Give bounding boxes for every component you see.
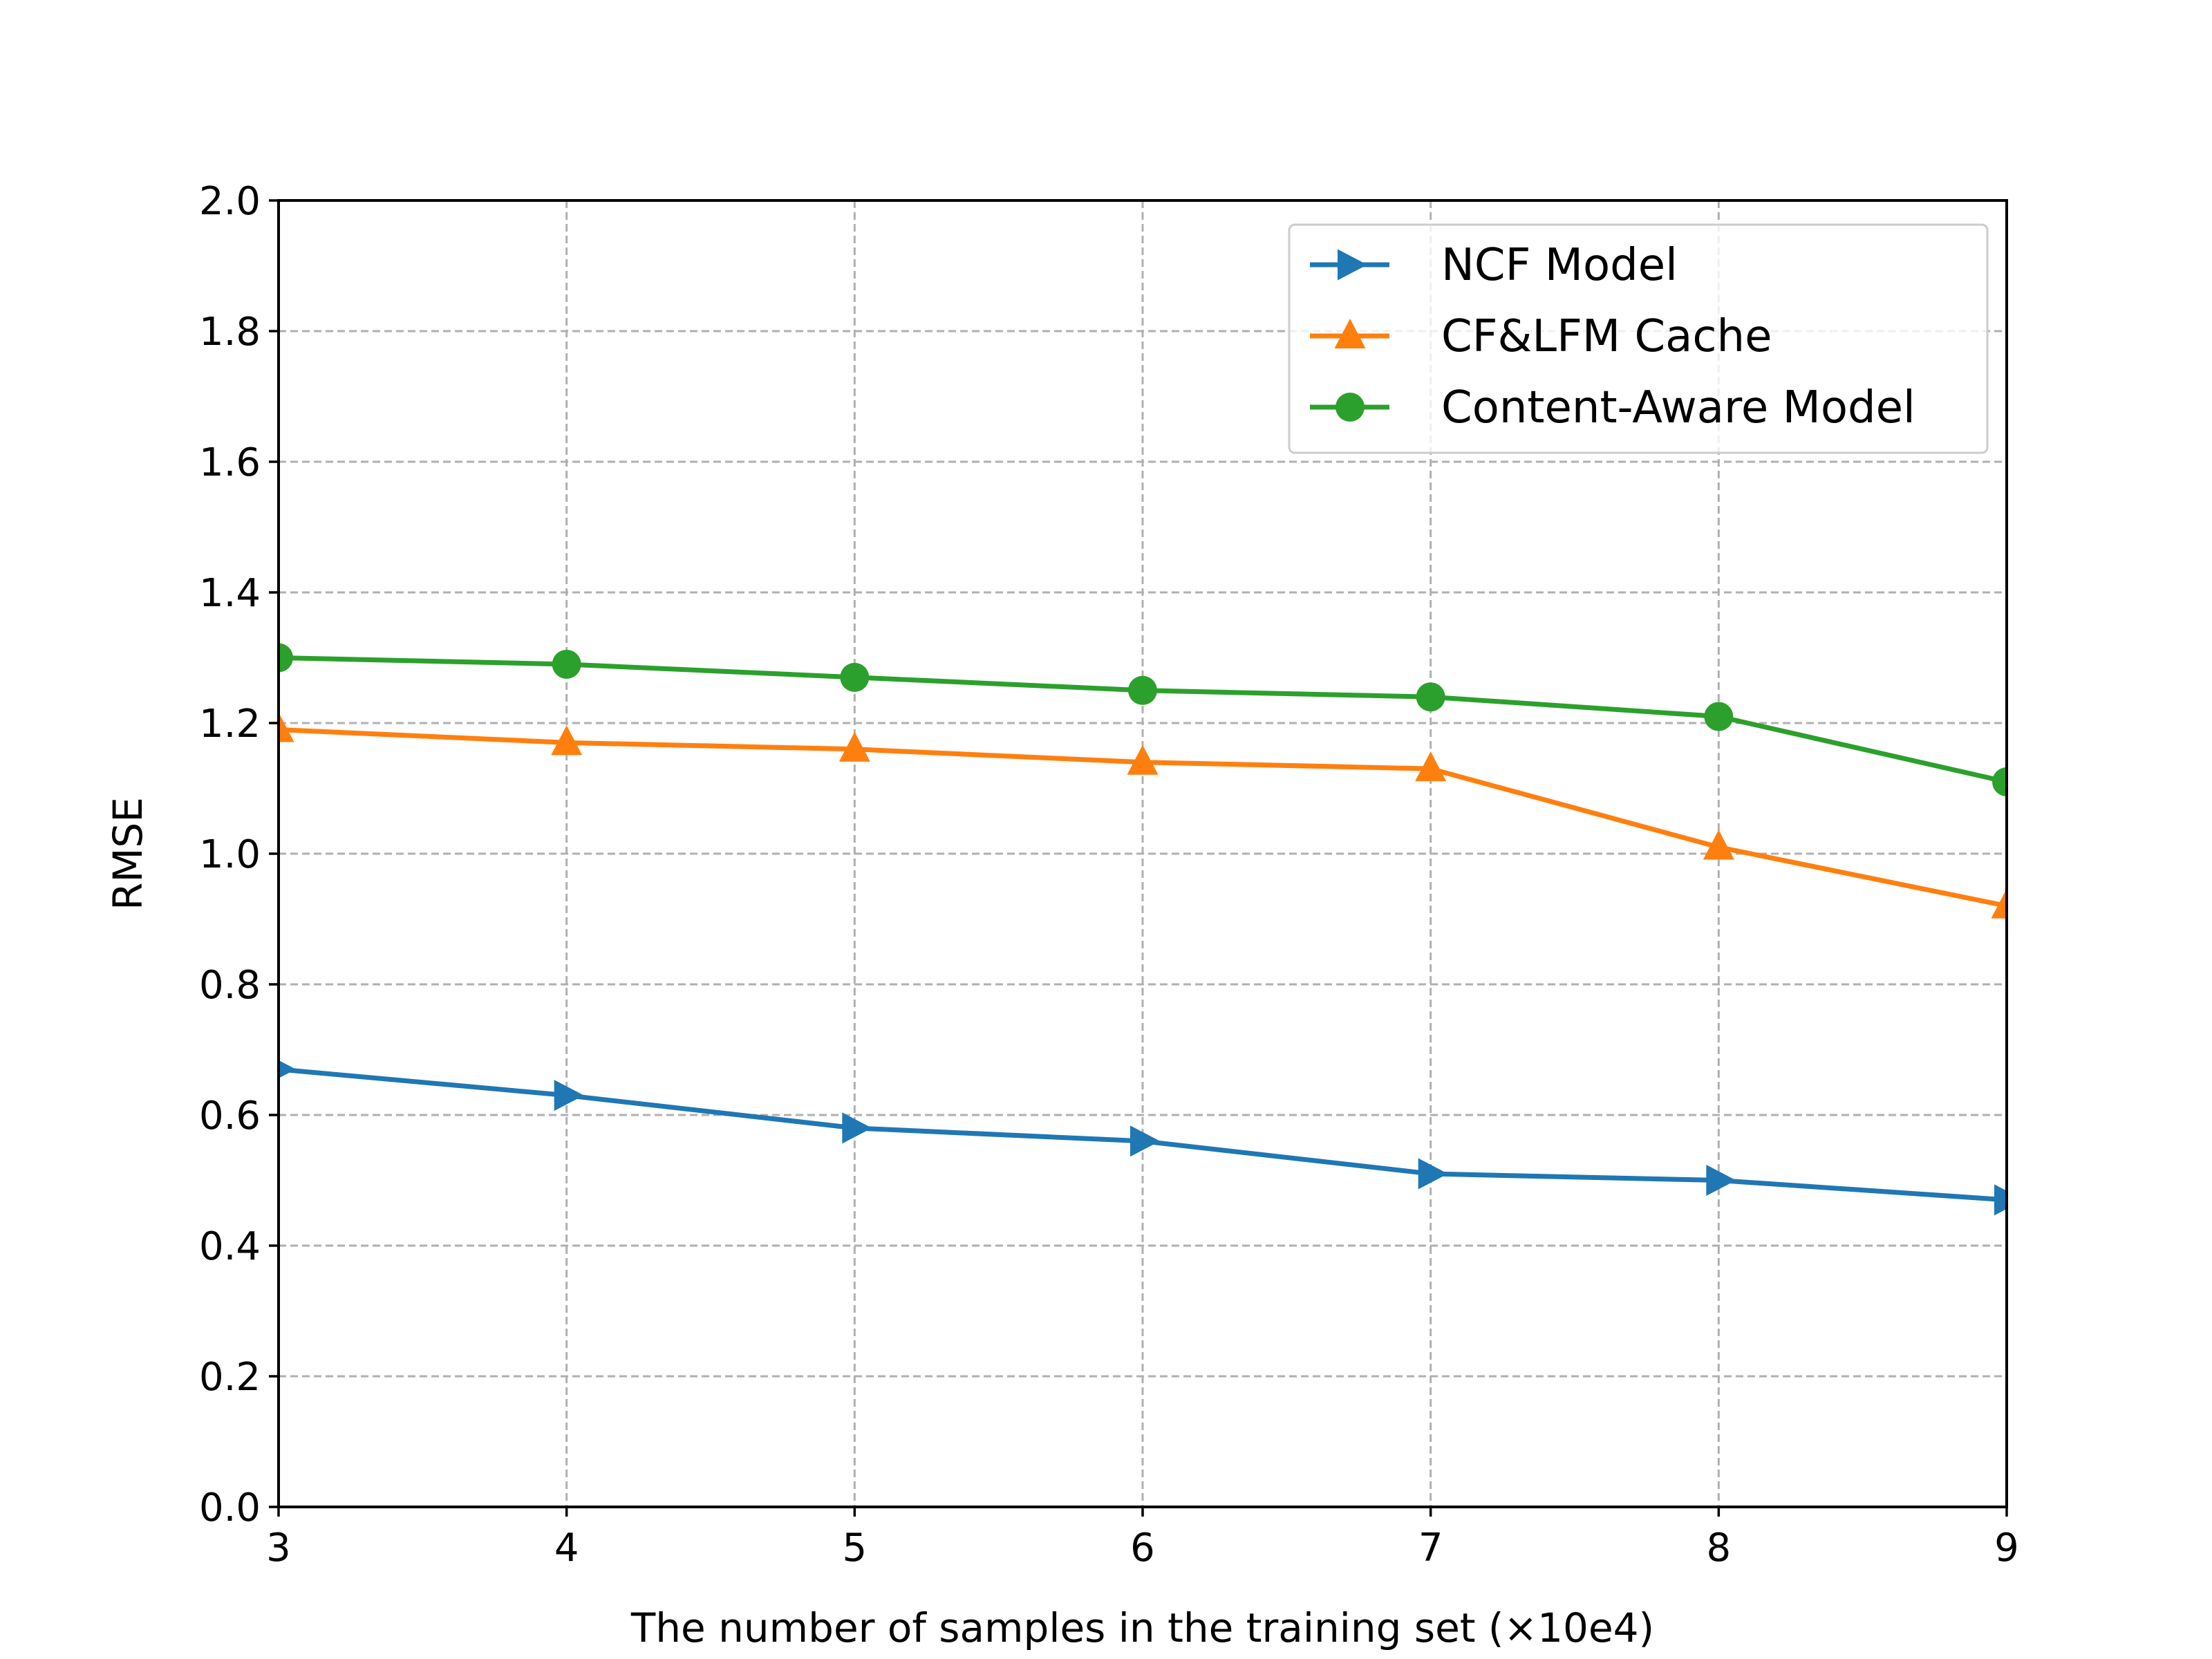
y-tick-label: 1.2	[199, 702, 261, 747]
y-tick-label: 0.8	[199, 963, 261, 1008]
data-point	[279, 643, 293, 673]
data-point	[1416, 682, 1445, 712]
legend-label: CF&LFM Cache	[1441, 311, 1772, 362]
data-point	[279, 712, 294, 742]
axis-ticks: 3 4 5 6 7 8 9 0.0 0.2 0.4 0.6 0.8 1.0 1.2 1.4 1.6 1.8 2.0	[199, 179, 2019, 1571]
y-axis-label: RMSE	[104, 797, 151, 910]
x-tick-label: 9	[1994, 1526, 2019, 1571]
data-point	[1706, 1165, 1736, 1196]
series-ncf-model	[279, 1060, 2007, 1216]
data-point	[1991, 888, 2007, 919]
y-tick-label: 1.4	[199, 571, 261, 616]
data-point	[279, 1060, 296, 1078]
data-point	[1704, 702, 1734, 731]
y-tick-label: 2.0	[199, 179, 261, 224]
legend-item: NCF Model	[1310, 240, 1678, 291]
y-tick-label: 0.6	[199, 1094, 261, 1138]
legend-item: CF&LFM Cache	[1310, 311, 1772, 362]
legend-item: Content-Aware Model	[1310, 382, 1915, 433]
x-tick-label: 3	[266, 1526, 291, 1571]
data-point	[842, 1112, 872, 1144]
x-tick-label: 6	[1130, 1526, 1155, 1571]
legend: NCF Model CF&LFM Cache Content-Aware Model	[1288, 223, 1989, 454]
data-point	[1130, 1125, 1160, 1157]
legend-marker	[1335, 393, 1365, 422]
y-tick-label: 0.4	[199, 1224, 261, 1269]
series-layer	[279, 643, 2007, 1216]
data-point	[1127, 744, 1159, 775]
legend-marker	[1334, 319, 1366, 348]
data-point	[1415, 751, 1447, 782]
legend-marker	[1338, 249, 1367, 281]
x-tick-label: 8	[1707, 1526, 1732, 1571]
y-tick-label: 1.0	[199, 832, 261, 877]
data-point	[552, 649, 581, 679]
legend-label: Content-Aware Model	[1441, 382, 1915, 433]
x-tick-label: 4	[554, 1526, 579, 1571]
series-content-aware-model	[279, 643, 2007, 797]
data-point	[1128, 675, 1157, 705]
x-tick-label: 7	[1418, 1526, 1443, 1571]
y-tick-label: 1.6	[199, 440, 261, 485]
y-tick-label: 0.0	[199, 1485, 261, 1530]
data-point	[551, 725, 583, 756]
x-tick-label: 5	[843, 1526, 868, 1571]
data-point	[1703, 830, 1734, 860]
legend-label: NCF Model	[1441, 240, 1678, 291]
data-point	[554, 1080, 584, 1112]
series-cf-lfm-cache	[279, 712, 2007, 919]
data-point	[1418, 1158, 1448, 1190]
data-point	[1992, 767, 2007, 797]
data-point	[838, 731, 870, 762]
legend-box	[1288, 223, 1989, 454]
x-axis-label: The number of samples in the training se…	[630, 1604, 1654, 1651]
data-point	[840, 662, 870, 692]
y-tick-label: 0.2	[199, 1355, 261, 1400]
data-point	[1994, 1184, 2007, 1216]
y-tick-label: 1.8	[199, 310, 261, 355]
